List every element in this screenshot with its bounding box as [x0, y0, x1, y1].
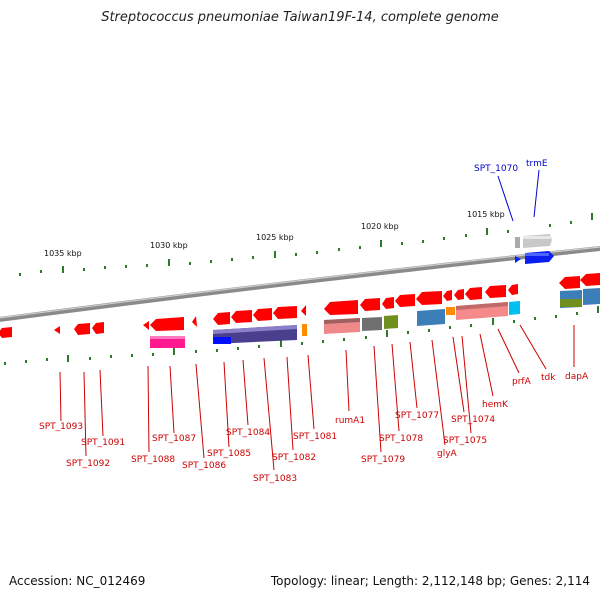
gene-label-spt1074[interactable]: SPT_1074 — [451, 415, 495, 425]
accession-label: Accession: NC_012469 — [9, 574, 146, 588]
gene-label-spt1086[interactable]: SPT_1086 — [182, 461, 226, 471]
forward-strand-genes — [515, 234, 554, 264]
gene-label-glya[interactable]: glyA — [437, 449, 458, 459]
gene-label-spt1088[interactable]: SPT_1088 — [131, 455, 175, 465]
lower-scale-ticks — [4, 306, 599, 365]
gene-label-spt1078[interactable]: SPT_1078 — [379, 434, 423, 444]
gene-label-spt1091[interactable]: SPT_1091 — [81, 438, 125, 448]
gene-label-spt1093[interactable]: SPT_1093 — [39, 422, 83, 432]
gene-label-spt1075[interactable]: SPT_1075 — [443, 436, 487, 446]
reverse-strand-genes — [0, 273, 600, 338]
gene-label-spt1084[interactable]: SPT_1084 — [226, 428, 270, 438]
topology-label: Topology: linear; Length: 2,112,148 bp; … — [270, 574, 590, 588]
genome-backbone — [0, 246, 600, 322]
gene-label-trme[interactable]: trmE — [526, 159, 548, 169]
gene-label-spt1070[interactable]: SPT_1070 — [474, 164, 518, 174]
map-title: Streptococcus pneumoniae Taiwan19F-14, c… — [101, 10, 499, 25]
gene-label-spt1085[interactable]: SPT_1085 — [207, 449, 251, 459]
gene-label-spt1083[interactable]: SPT_1083 — [253, 474, 297, 484]
gene-label-spt1082[interactable]: SPT_1082 — [272, 453, 316, 463]
kbp-label-1020: 1020 kbp — [361, 222, 399, 231]
upper-scale-ticks — [19, 213, 593, 276]
gene-label-hemk[interactable]: hemK — [482, 400, 509, 410]
gene-label-spt1081[interactable]: SPT_1081 — [293, 432, 337, 442]
kbp-label-1015: 1015 kbp — [467, 210, 505, 219]
gene-label-dapa[interactable]: dapA — [565, 372, 589, 382]
gene-label-tdk[interactable]: tdk — [541, 373, 556, 383]
gene-label-ruma1[interactable]: rumA1 — [335, 416, 365, 426]
gene-label-spt1087[interactable]: SPT_1087 — [152, 434, 196, 444]
gene-label-spt1079[interactable]: SPT_1079 — [361, 455, 405, 465]
bottom-leader-lines — [59, 324, 575, 471]
gene-label-prfa[interactable]: prfA — [512, 377, 532, 387]
top-leader-lines — [497, 169, 540, 222]
kbp-label-1035: 1035 kbp — [44, 249, 82, 258]
kbp-label-1025: 1025 kbp — [256, 233, 294, 242]
kbp-label-1030: 1030 kbp — [150, 241, 188, 250]
gene-label-spt1077[interactable]: SPT_1077 — [395, 411, 439, 421]
gene-product-boxes — [150, 288, 600, 348]
gene-label-spt1092[interactable]: SPT_1092 — [66, 459, 110, 469]
